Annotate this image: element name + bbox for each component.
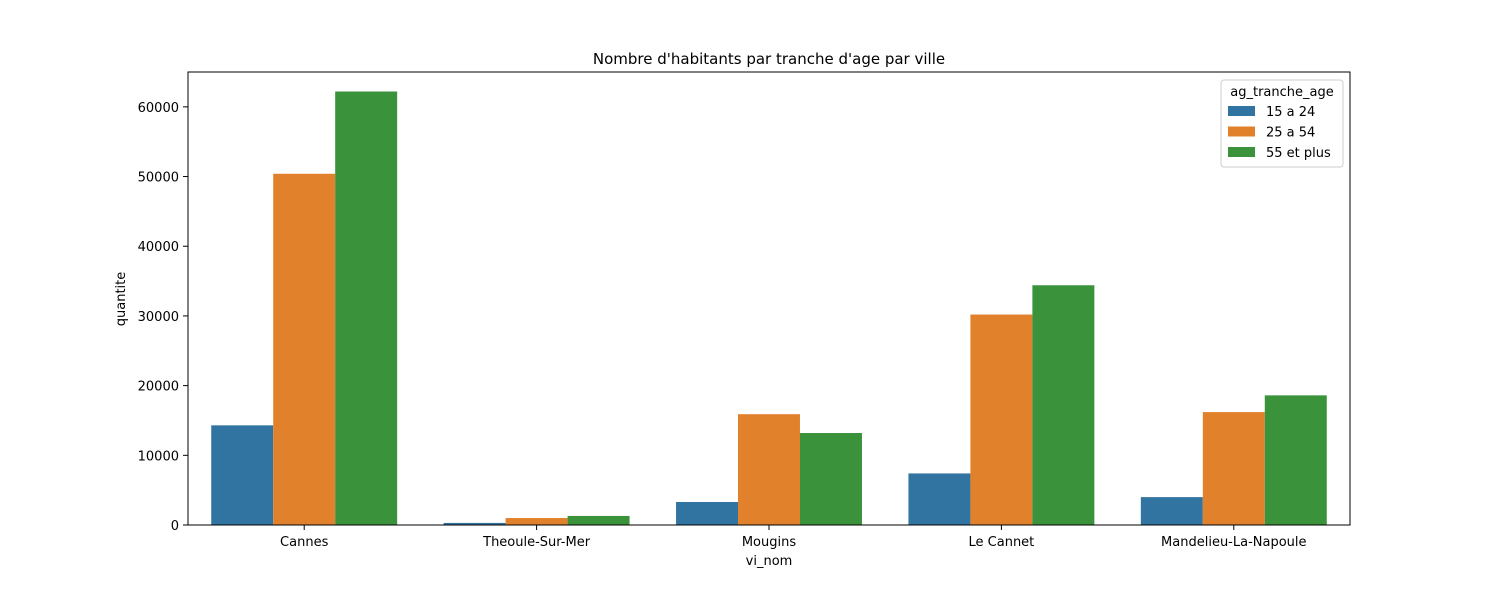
bar-le-cannet-series-3 (1032, 285, 1095, 525)
bar-mougins-series-2 (738, 414, 800, 525)
x-tick-label: Mandelieu-La-Napoule (1161, 535, 1306, 550)
bar-cannes-series-2 (273, 173, 336, 525)
legend-label: 15 a 24 (1266, 105, 1315, 120)
x-tick-label: Mougins (742, 535, 797, 550)
y-tick-label: 50000 (138, 171, 179, 186)
bar-mandelieu-la-napoule-series-3 (1264, 395, 1327, 525)
bar-mougins-series-3 (799, 433, 862, 525)
bar-cannes-series-3 (335, 91, 398, 525)
bar-mougins-series-1 (676, 502, 739, 525)
chart-title: Nombre d'habitants par tranche d'age par… (593, 50, 945, 68)
legend-title: ag_tranche_age (1230, 85, 1333, 100)
bar-theoule-sur-mer-series-1 (443, 522, 506, 525)
x-axis-label: vi_nom (746, 554, 793, 569)
y-tick-label: 60000 (138, 101, 179, 116)
bar-le-cannet-series-2 (970, 314, 1033, 525)
bar-mandelieu-la-napoule-series-1 (1140, 497, 1203, 525)
bars (211, 91, 1327, 525)
x-tick-label: Le Cannet (969, 535, 1035, 550)
legend: ag_tranche_age 15 a 24 25 a 54 55 et plus (1220, 79, 1344, 168)
legend-items: 15 a 24 25 a 54 55 et plus (1228, 105, 1331, 161)
y-tick-label: 30000 (138, 310, 179, 325)
y-ticks: 0 10000 20000 30000 40000 50000 60000 (138, 101, 188, 534)
legend-label: 55 et plus (1266, 146, 1331, 161)
x-tick-label: Theoule-Sur-Mer (482, 535, 591, 550)
legend-frame (1220, 79, 1344, 168)
y-tick-label: 40000 (138, 240, 179, 255)
bar-cannes-series-1 (211, 425, 274, 525)
y-tick-label: 10000 (138, 449, 179, 464)
bar-theoule-sur-mer-series-2 (505, 518, 568, 525)
bar-mandelieu-la-napoule-series-2 (1202, 412, 1265, 525)
legend-swatch (1228, 147, 1255, 157)
x-ticks: Cannes Theoule-Sur-Mer Mougins Le Cannet Man… (280, 525, 1307, 550)
bar-le-cannet-series-1 (908, 473, 971, 525)
y-tick-label: 0 (171, 519, 179, 534)
legend-swatch (1228, 106, 1255, 116)
bar-theoule-sur-mer-series-3 (567, 515, 630, 525)
legend-swatch (1228, 126, 1255, 137)
y-axis-label: quantite (114, 272, 129, 327)
x-tick-label: Cannes (280, 535, 329, 550)
legend-label: 25 a 54 (1266, 126, 1315, 141)
y-tick-label: 20000 (138, 380, 179, 395)
